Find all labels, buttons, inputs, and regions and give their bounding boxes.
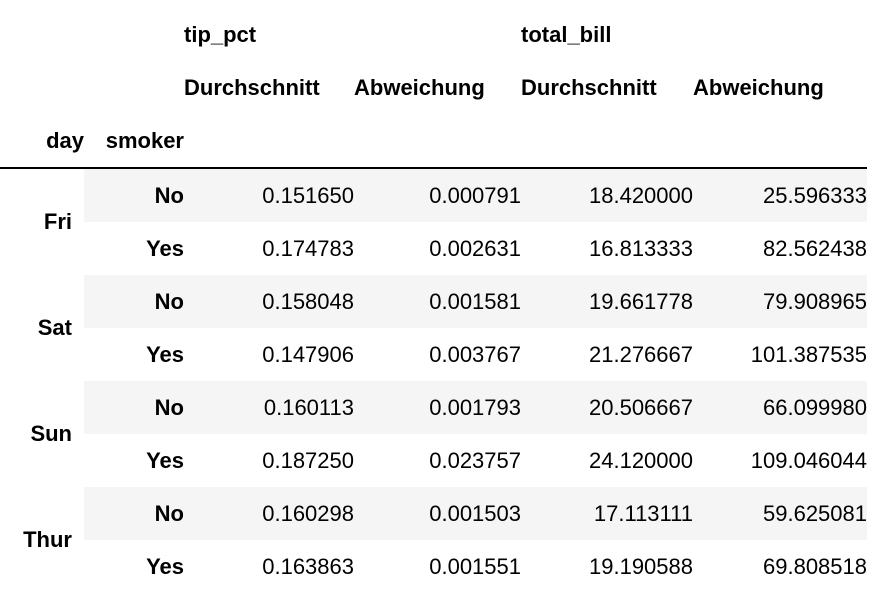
table-row: Sat No 0.158048 0.001581 19.661778 79.90… <box>0 275 867 381</box>
cell-value: 18.420000 <box>521 168 693 222</box>
cell-value: 19.190588 <box>589 553 693 579</box>
header-blank <box>693 114 867 169</box>
header-blank <box>84 8 184 61</box>
row-label-smoker: No <box>84 275 184 328</box>
column-header-stat: Abweichung <box>354 74 485 100</box>
cell-value: 17.113111 <box>521 487 693 540</box>
row-label-smoker: No <box>84 381 184 434</box>
cell-value: 21.276667 <box>589 341 693 367</box>
cell-value: 0.187250 <box>262 447 354 473</box>
column-group-tip-pct: tip_pct <box>184 21 257 47</box>
cell-value: 0.160298 <box>184 487 354 540</box>
header-blank <box>354 114 521 169</box>
column-header-stat: Durchschnitt <box>184 74 320 100</box>
row-label-smoker: Yes <box>146 553 184 579</box>
row-label-day: Thur <box>0 487 84 593</box>
header-blank <box>184 114 354 169</box>
row-label-day: Fri <box>0 168 84 275</box>
table-row: Yes 0.174783 0.002631 16.813333 82.56243… <box>0 222 867 275</box>
cell-value: 109.046044 <box>750 447 867 473</box>
cell-value: 0.001503 <box>354 487 521 540</box>
row-label-smoker: Yes <box>146 447 184 473</box>
row-label-day: Sun <box>0 381 84 487</box>
cell-value: 0.003767 <box>429 341 521 367</box>
cell-value: 79.908965 <box>693 275 867 328</box>
cell-value: 0.001551 <box>429 553 521 579</box>
header-blank <box>0 8 84 61</box>
cell-value: 20.506667 <box>521 381 693 434</box>
table-row: Sun No 0.160113 0.001793 20.506667 66.09… <box>0 381 867 487</box>
table-row: Yes 0.147906 0.003767 21.276667 101.3875… <box>0 328 867 381</box>
index-name-day: day <box>0 114 84 169</box>
cell-value: 0.001793 <box>354 381 521 434</box>
cell-value: 101.387535 <box>750 341 867 367</box>
dataframe-table: tip_pct total_bill Durchschnitt Abweichu… <box>0 8 867 593</box>
column-group-total-bill: total_bill <box>521 21 612 47</box>
row-label-day: Sat <box>0 275 84 381</box>
cell-value: 66.099980 <box>693 381 867 434</box>
cell-value: 25.596333 <box>693 168 867 222</box>
cell-value: 82.562438 <box>763 235 867 261</box>
cell-value: 0.002631 <box>429 235 521 261</box>
column-header-stat: Durchschnitt <box>521 74 657 100</box>
cell-value: 0.000791 <box>354 168 521 222</box>
cell-value: 0.163863 <box>262 553 354 579</box>
cell-value: 19.661778 <box>521 275 693 328</box>
header-blank <box>0 61 84 114</box>
cell-value: 0.158048 <box>184 275 354 328</box>
cell-value: 0.001581 <box>354 275 521 328</box>
cell-value: 24.120000 <box>589 447 693 473</box>
table-row: Yes 0.163863 0.001551 19.190588 69.80851… <box>0 540 867 593</box>
cell-value: 16.813333 <box>589 235 693 261</box>
row-label-smoker: Yes <box>146 341 184 367</box>
cell-value: 0.023757 <box>429 447 521 473</box>
row-label-smoker: Yes <box>146 235 184 261</box>
row-label-smoker: No <box>84 168 184 222</box>
cell-value: 69.808518 <box>763 553 867 579</box>
cell-value: 0.174783 <box>262 235 354 261</box>
table-row: Fri No 0.151650 0.000791 18.420000 25.59… <box>0 168 867 275</box>
table-row: Thur No 0.160298 0.001503 17.113111 59.6… <box>0 487 867 593</box>
cell-value: 0.160113 <box>184 381 354 434</box>
cell-value: 0.147906 <box>262 341 354 367</box>
header-blank <box>521 114 693 169</box>
column-header-stat: Abweichung <box>693 74 824 100</box>
cell-value: 59.625081 <box>693 487 867 540</box>
row-label-smoker: No <box>84 487 184 540</box>
index-name-smoker: smoker <box>84 114 184 169</box>
cell-value: 0.151650 <box>184 168 354 222</box>
header-blank <box>84 61 184 114</box>
table-row: Yes 0.187250 0.023757 24.120000 109.0460… <box>0 434 867 487</box>
